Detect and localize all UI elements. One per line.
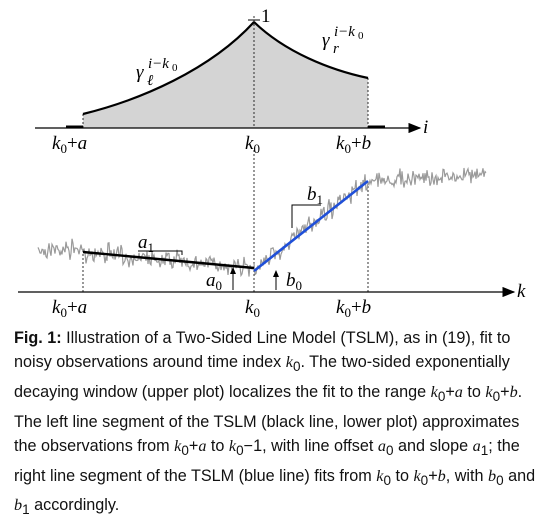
upper-tick-k0-plus-a: k0+a [52, 133, 87, 156]
peak-label: 1 [261, 6, 271, 27]
left-window-curve [82, 21, 255, 116]
svg-text:i−k: i−k [334, 24, 355, 40]
upper-tick-k0-plus-b: k0+b [336, 133, 371, 156]
offset-b0-label: b0 [286, 270, 302, 293]
left-curve-label: γ ℓ i−k 0 [136, 56, 178, 89]
caption-label: Fig. 1: [14, 329, 62, 347]
svg-text:γ: γ [322, 30, 330, 51]
slope-a1-label: a1 [138, 232, 154, 255]
offset-a0-label: a0 [206, 270, 222, 293]
svg-text:γ: γ [136, 62, 144, 83]
svg-text:r: r [333, 41, 339, 57]
left-line-segment [82, 250, 255, 270]
lower-tick-labels: k0+a k0 k0+b [52, 297, 371, 320]
lower-tick-k0-plus-b: k0+b [336, 297, 371, 320]
upper-tick-labels: k0+a k0 k0+b [52, 133, 371, 156]
lower-plot: a1 a0 b1 b0 k k0+a k0 k0+b [18, 150, 526, 320]
svg-text:i−k: i−k [148, 56, 169, 72]
right-curve-label: γ r i−k 0 [322, 24, 364, 57]
slope-b1-bracket [291, 204, 321, 228]
figure-svg: 1 γ ℓ i−k 0 γ r i−k 0 i k0+a k0 k0+b a1 [18, 6, 526, 320]
svg-text:0: 0 [172, 62, 178, 74]
upper-axis-label: i [423, 117, 428, 138]
noisy-observations-left [37, 238, 255, 278]
lower-tick-k0-plus-a: k0+a [52, 297, 87, 320]
noisy-observations-right [253, 166, 487, 276]
right-line-segment [253, 179, 369, 273]
window-area [83, 22, 368, 128]
upper-plot: 1 γ ℓ i−k 0 γ r i−k 0 i k0+a k0 k0+b [35, 6, 428, 156]
svg-text:ℓ: ℓ [147, 73, 153, 89]
lower-tick-k0: k0 [245, 297, 260, 320]
lower-axis-label: k [517, 281, 526, 302]
slope-b1-label: b1 [307, 184, 323, 207]
figure-caption: Fig. 1: Illustration of a Two-Sided Line… [14, 329, 536, 518]
upper-tick-k0: k0 [245, 133, 260, 156]
slope-a1-bracket [138, 250, 183, 255]
figure: 1 γ ℓ i−k 0 γ r i−k 0 i k0+a k0 k0+b a1 [18, 6, 526, 320]
right-window-curve [253, 21, 369, 80]
svg-text:0: 0 [358, 30, 364, 42]
